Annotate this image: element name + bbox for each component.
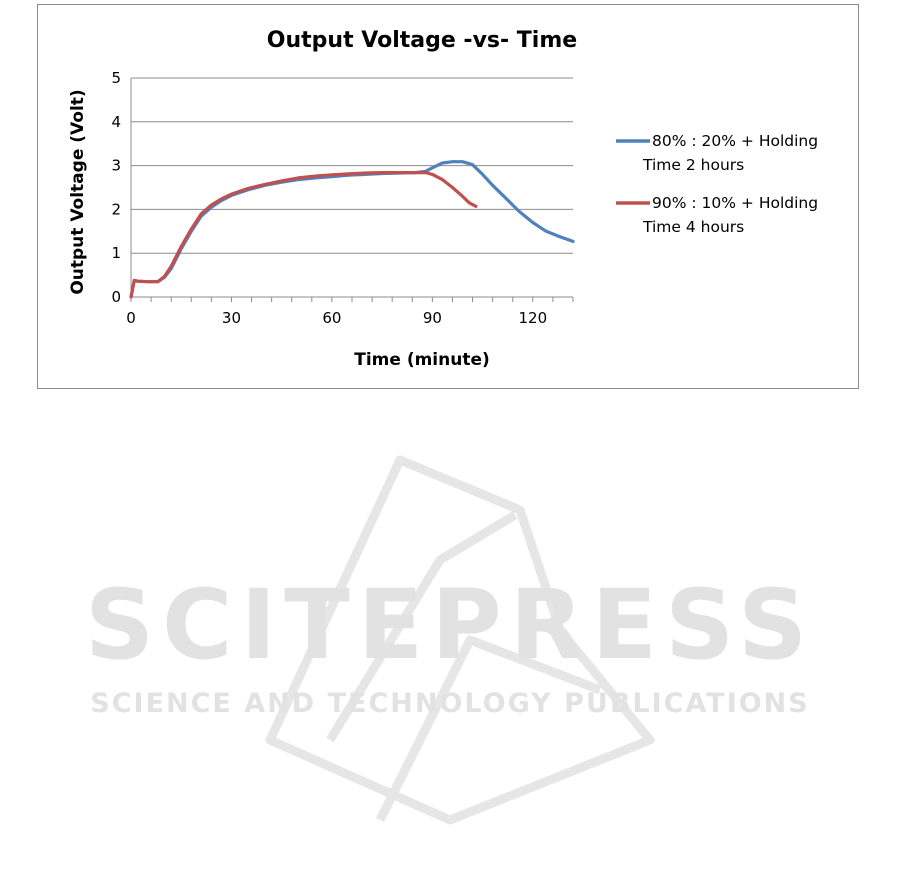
x-tick-label: 30 [222,309,241,327]
series-line-1 [129,171,478,299]
legend-label-0: Time 2 hours [642,156,744,174]
chart-frame: Output Voltage -vs- Time 0 1 2 3 4 5 0 30 60 90 12… [37,4,859,389]
watermark-subtitle: SCIENCE AND TECHNOLOGY PUBLICATIONS [90,688,809,719]
series-line-0 [129,160,575,299]
book-logo-icon [265,455,655,825]
y-tick-label: 4 [111,113,121,131]
legend-label-1: Time 4 hours [642,218,744,236]
legend-label-1: 90% : 10% + Holding [652,194,818,212]
y-tick-label: 1 [111,244,121,262]
y-axis-title: Output Voltage (Volt) [68,89,88,294]
y-tick-label: 5 [111,69,121,87]
sciteepress-watermark: SCITEPRESS SCIENCE AND TECHNOLOGY PUBLIC… [85,455,815,825]
chart-svg: Output Voltage -vs- Time 0 1 2 3 4 5 0 30 60 90 12… [68,28,818,370]
x-tick-label: 60 [322,309,341,327]
x-tick-label: 120 [518,309,547,327]
watermark-title: SCITEPRESS [85,569,815,681]
legend: 80% : 20% + Holding Time 2 hours 90% : 10%… [616,132,818,236]
legend-label-0: 80% : 20% + Holding [652,132,818,150]
chart-title: Output Voltage -vs- Time [267,28,577,53]
grid-lines [131,77,573,254]
x-tick-label: 0 [126,309,136,327]
y-tick-label: 0 [111,288,121,306]
y-tick-label: 3 [111,157,121,175]
x-tick-label: 90 [423,309,442,327]
axes [130,78,574,302]
tick-labels: 0 1 2 3 4 5 0 30 60 90 120 [111,69,547,327]
x-axis-title: Time (minute) [354,350,490,370]
series-lines [129,160,575,299]
y-tick-label: 2 [111,200,121,218]
